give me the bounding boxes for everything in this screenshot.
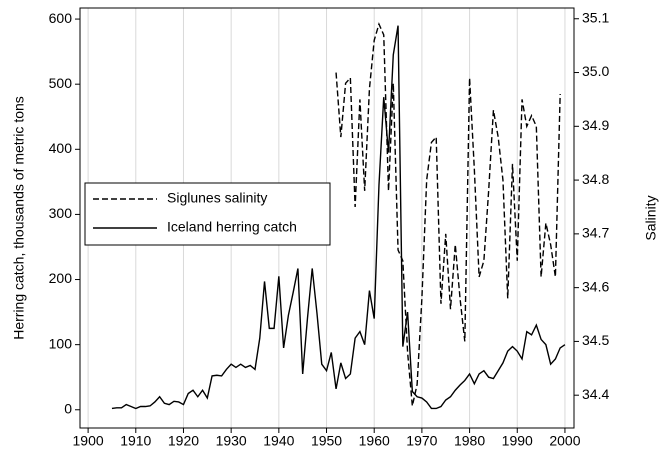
x-tick-label: 1960	[359, 433, 390, 449]
series-line	[335, 22, 561, 407]
x-tick-label: 1970	[406, 433, 437, 449]
y2-tick-label: 35.1	[582, 9, 609, 25]
y-tick-label: 100	[49, 335, 73, 351]
x-tick-label: 1930	[216, 433, 247, 449]
x-tick-label: 1940	[263, 433, 294, 449]
y-axis-label: Herring catch, thousands of metric tons	[11, 96, 27, 340]
y2-axis-label: Salinity	[643, 195, 659, 240]
y-tick-label: 300	[49, 205, 73, 221]
x-tick-label: 2000	[549, 433, 580, 449]
plot-frame	[79, 7, 575, 429]
y-tick-label: 500	[49, 75, 73, 91]
legend-label: Iceland herring catch	[167, 219, 297, 235]
y2-tick-label: 34.9	[582, 117, 609, 133]
y-tick-label: 200	[49, 270, 73, 286]
y-tick-label: 400	[49, 140, 73, 156]
x-tick-label: 1910	[120, 433, 151, 449]
x-tick-label: 1950	[311, 433, 342, 449]
x-tick-label: 1920	[168, 433, 199, 449]
x-tick-label: 1980	[454, 433, 485, 449]
y-tick-label: 0	[64, 400, 72, 416]
y2-tick-label: 35.0	[582, 63, 609, 79]
x-tick-label: 1990	[502, 433, 533, 449]
y2-tick-label: 34.8	[582, 171, 609, 187]
y2-tick-label: 34.7	[582, 225, 609, 241]
legend-box	[84, 182, 331, 246]
y2-tick-label: 34.4	[582, 386, 609, 402]
y2-tick-label: 34.5	[582, 332, 609, 348]
y-tick-label: 600	[49, 10, 73, 26]
legend-label: Siglunes salinity	[167, 190, 267, 206]
x-tick-label: 1900	[73, 433, 104, 449]
y2-tick-label: 34.6	[582, 278, 609, 294]
series-line	[111, 25, 566, 410]
